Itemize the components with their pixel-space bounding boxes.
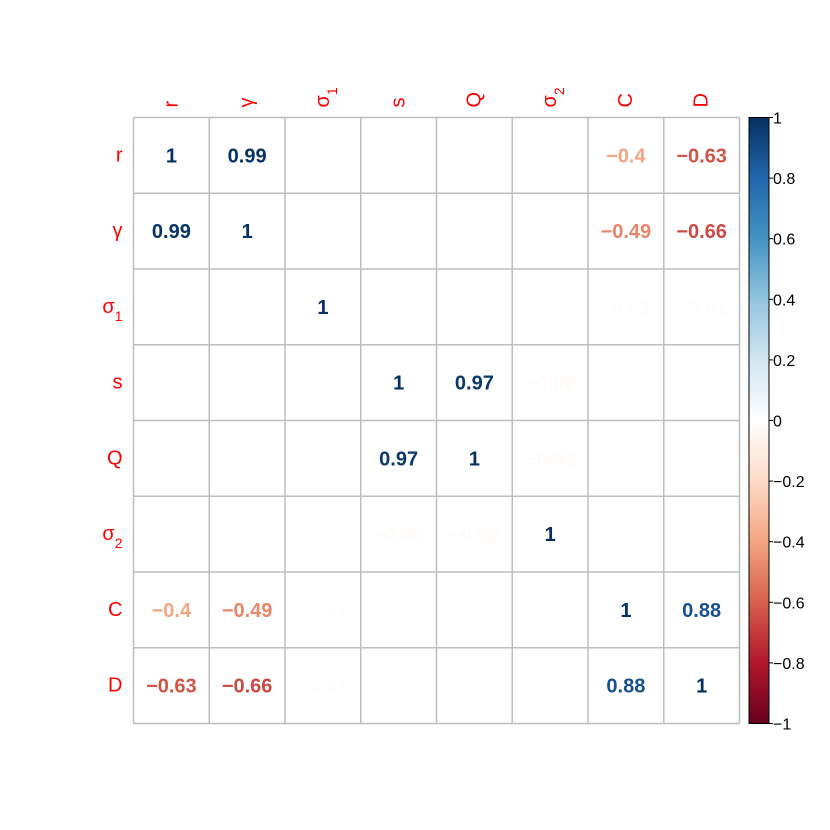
row-label: σ1 bbox=[102, 296, 122, 324]
colorbar-tick-label: −0.2 bbox=[773, 474, 805, 491]
cell-value: −0.01 bbox=[676, 297, 727, 319]
colorbar-tick-label: 0.2 bbox=[773, 353, 795, 370]
cell-value: 0.88 bbox=[606, 676, 645, 698]
column-label: r bbox=[160, 101, 182, 108]
row-label: D bbox=[108, 675, 122, 697]
row-label: Q bbox=[107, 447, 123, 469]
colorbar bbox=[748, 117, 770, 724]
cell-value: −0.01 bbox=[298, 600, 349, 622]
cell-value: 1 bbox=[242, 221, 253, 243]
cell-value: −0.4 bbox=[152, 600, 192, 622]
cell-value: −0.66 bbox=[676, 221, 727, 243]
cell-value: −0.01 bbox=[601, 297, 652, 319]
cell-value: 1 bbox=[696, 676, 707, 698]
colorbar-tick-label: 0 bbox=[773, 414, 782, 431]
cell-value: −0.02 bbox=[373, 524, 424, 546]
colorbar-tick-label: −0.6 bbox=[773, 595, 805, 612]
cell-value: −0.63 bbox=[146, 676, 197, 698]
colorbar-tick-label: −0.4 bbox=[773, 535, 805, 552]
cell-value: −0.4 bbox=[606, 145, 646, 167]
column-label: γ bbox=[236, 98, 258, 108]
cell-value: −0.49 bbox=[222, 600, 273, 622]
colorbar-tick-label: 0.4 bbox=[773, 292, 795, 309]
cell-value: −0.02 bbox=[525, 373, 576, 395]
colorbar-tick-label: −1 bbox=[773, 717, 791, 734]
column-label: Q bbox=[463, 92, 485, 108]
column-label: C bbox=[615, 93, 637, 107]
row-label: r bbox=[116, 144, 123, 166]
cell-value: 0.99 bbox=[228, 145, 267, 167]
cell-value: −0.49 bbox=[601, 221, 652, 243]
colorbar-tick-label: −0.8 bbox=[773, 656, 805, 673]
colorbar-tick-label: 0.6 bbox=[773, 232, 795, 249]
cell-value: −0.02 bbox=[449, 524, 500, 546]
cell-value: 0.99 bbox=[152, 221, 191, 243]
cell-value: −0.01 bbox=[298, 676, 349, 698]
cell-value: 1 bbox=[469, 448, 480, 470]
cell-value: −0.63 bbox=[676, 145, 727, 167]
column-label: σ2 bbox=[539, 87, 567, 107]
cell-value: 1 bbox=[620, 600, 631, 622]
cell-value: 1 bbox=[166, 145, 177, 167]
colorbar-tick-label: 1 bbox=[773, 111, 782, 128]
row-label: s bbox=[113, 372, 123, 394]
cell-value: −0.66 bbox=[222, 676, 273, 698]
row-label: γ bbox=[113, 220, 123, 242]
cell-value: 1 bbox=[545, 524, 556, 546]
column-label: σ1 bbox=[312, 87, 340, 107]
row-label: σ2 bbox=[102, 523, 122, 551]
cell-value: 0.97 bbox=[379, 448, 418, 470]
column-label: D bbox=[691, 93, 713, 107]
cell-value: 0.97 bbox=[455, 373, 494, 395]
colorbar-tick-label: 0.8 bbox=[773, 171, 795, 188]
cell-value: −0.02 bbox=[525, 448, 576, 470]
cell-value: 1 bbox=[393, 373, 404, 395]
row-label: C bbox=[108, 599, 122, 621]
column-label: s bbox=[388, 98, 410, 108]
cell-value: 0.88 bbox=[682, 600, 721, 622]
cell-value: 1 bbox=[317, 297, 328, 319]
